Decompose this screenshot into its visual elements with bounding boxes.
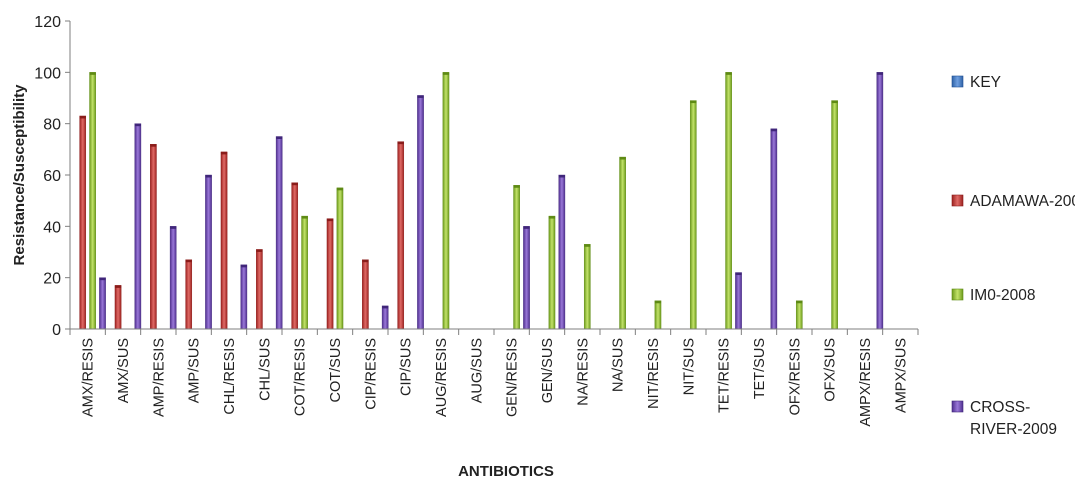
x-tick-label: AMPX/SUS xyxy=(893,338,909,413)
bar xyxy=(185,259,193,330)
bar xyxy=(548,215,556,330)
x-tick-label: COT/SUS xyxy=(328,338,344,402)
bar xyxy=(381,305,389,330)
y-tick-label: 60 xyxy=(43,168,61,185)
legend-label: IM0-2008 xyxy=(970,287,1035,304)
x-tick-label: AMX/SUS xyxy=(116,338,132,403)
x-tick-label: AMP/SUS xyxy=(187,338,203,403)
x-tick-label: NIT/SUS xyxy=(681,338,697,395)
x-tick-label: CIP/RESIS xyxy=(363,338,379,410)
bar xyxy=(689,100,697,330)
legend-label: CROSS-RIVER-2009 xyxy=(970,399,1057,438)
legend-swatch xyxy=(951,288,964,301)
bar xyxy=(397,141,405,330)
y-tick-label: 80 xyxy=(43,117,61,134)
x-tick-label: AMP/RESIS xyxy=(151,338,167,417)
bar xyxy=(513,185,520,330)
bar xyxy=(336,187,344,330)
bar xyxy=(831,100,838,330)
bars xyxy=(79,72,884,330)
x-axis-ticks: AMX/RESIS AMX/SUS AMP/RESIS AMP/SUS CHL/RESI… xyxy=(69,329,919,427)
y-axis-ticks: 0 20 40 60 80 100 120 xyxy=(34,14,70,339)
y-tick-label: 120 xyxy=(34,14,61,31)
legend-label: ADAMAWA-2007 xyxy=(970,193,1075,210)
bar xyxy=(362,259,369,330)
bar xyxy=(99,277,106,330)
x-tick-label: NA/SUS xyxy=(611,338,627,392)
bar xyxy=(256,249,263,330)
y-tick-label: 100 xyxy=(34,65,61,82)
legend-swatch xyxy=(951,194,964,207)
bar xyxy=(654,300,662,330)
bar xyxy=(417,95,424,330)
bar xyxy=(205,174,212,330)
legend-swatch xyxy=(951,75,964,88)
bar xyxy=(301,215,308,330)
x-tick-label: AMX/RESIS xyxy=(81,338,97,417)
bar xyxy=(134,123,142,330)
x-tick-label: NA/RESIS xyxy=(575,338,591,406)
x-tick-label: COT/RESIS xyxy=(293,338,309,416)
bar xyxy=(558,174,566,330)
legend: KEY ADAMAWA-2007 IM0-2008 CROSS-RIVER-2009 xyxy=(951,74,1075,438)
bar xyxy=(169,226,177,330)
bar xyxy=(150,143,157,330)
bar xyxy=(89,72,96,330)
x-tick-label: GEN/SUS xyxy=(540,338,556,403)
bar xyxy=(725,72,732,330)
x-tick-label: CHL/SUS xyxy=(257,338,273,401)
bar xyxy=(442,72,450,330)
y-tick-label: 20 xyxy=(43,271,61,288)
y-axis-label: Resistance/Susceptibility xyxy=(11,84,28,266)
legend-swatch xyxy=(951,400,964,413)
x-tick-label: AUG/RESIS xyxy=(434,338,450,417)
x-tick-label: NIT/RESIS xyxy=(646,338,662,409)
bar xyxy=(114,285,122,330)
x-tick-label: CIP/SUS xyxy=(399,338,415,396)
bar xyxy=(619,156,626,330)
bar xyxy=(275,136,283,330)
bar xyxy=(583,244,591,330)
bar xyxy=(326,218,334,330)
bar xyxy=(240,264,248,330)
bar xyxy=(220,151,228,330)
bar xyxy=(795,300,803,330)
x-axis-label: ANTIBIOTICS xyxy=(458,463,554,480)
legend-label: KEY xyxy=(970,74,1001,91)
y-tick-label: 0 xyxy=(52,322,61,339)
x-tick-label: AUG/SUS xyxy=(469,338,485,403)
x-tick-label: TET/RESIS xyxy=(717,338,733,413)
bar xyxy=(523,226,530,330)
bar xyxy=(876,72,884,330)
x-tick-label: OFX/RESIS xyxy=(787,338,803,415)
bar xyxy=(79,115,87,330)
y-tick-label: 40 xyxy=(43,219,61,236)
bar xyxy=(735,272,742,330)
x-tick-label: OFX/SUS xyxy=(823,338,839,402)
bar xyxy=(770,128,778,330)
bar xyxy=(291,182,299,330)
x-tick-label: TET/SUS xyxy=(752,338,768,399)
x-tick-label: CHL/RESIS xyxy=(222,338,238,415)
x-tick-label: AMPX/RESIS xyxy=(858,338,874,427)
x-tick-label: GEN/RESIS xyxy=(505,338,521,417)
